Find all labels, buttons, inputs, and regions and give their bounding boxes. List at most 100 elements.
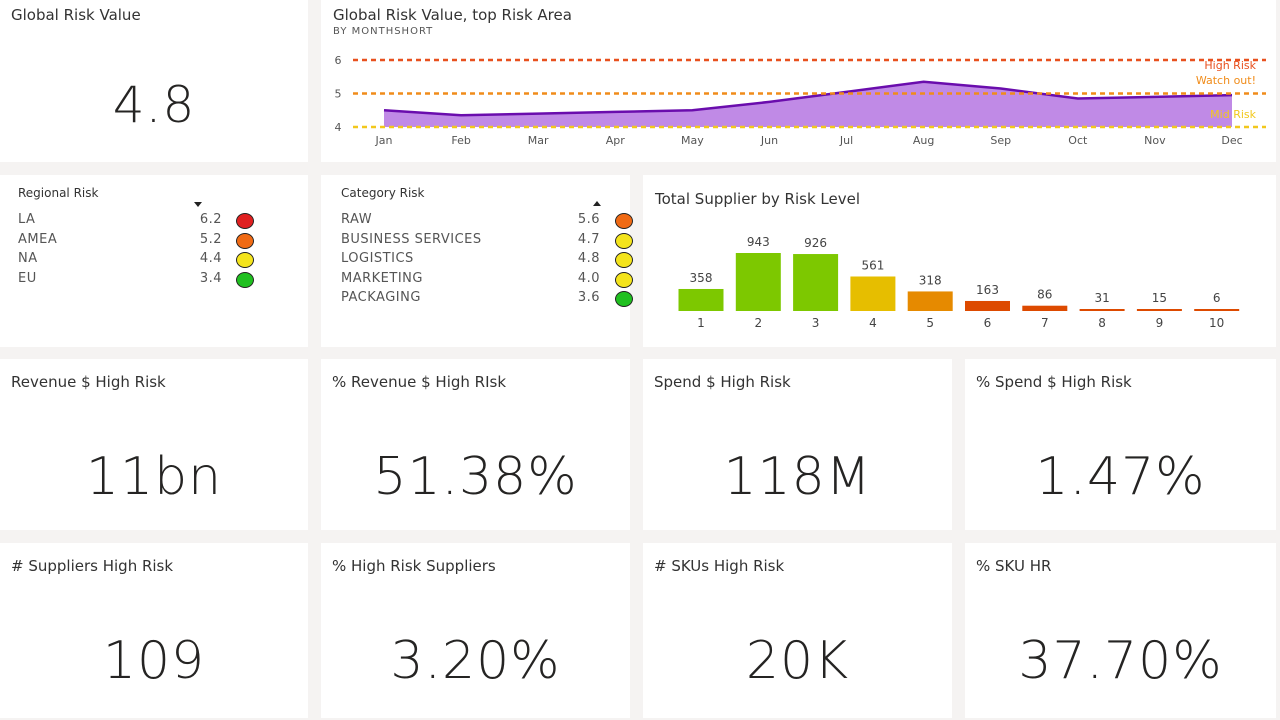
status-indicator-icon [615,213,633,229]
category-risk-title: Category Risk [341,186,425,200]
risk-trend-chart: 6 5 4 High Risk Watch out! Mid Risk Jan Feb Ma… [335,54,1266,147]
risk-row[interactable]: AMEA 5.2 [18,231,268,251]
bar[interactable] [735,253,781,311]
y-tick-label: 5 [335,88,342,101]
kpi-value: 118M [723,447,872,507]
reference-line-label: Watch out! [1196,74,1256,87]
x-tick-label: 3 [812,316,820,330]
regional-risk-list: LA 6.2 AMEA 5.2 NA 4.4 EU 3.4 [18,211,268,301]
x-tick-label: Jan [375,134,393,147]
bar[interactable] [1194,309,1240,311]
regional-risk-tile[interactable]: Regional Risk LA 6.2 AMEA 5.2 NA 4.4 EU 3.4 [0,175,308,347]
risk-row-value: 5.2 [199,231,222,247]
risk-row-label: EU [18,270,37,286]
kpi-title: # Suppliers High Risk [11,557,174,575]
bar[interactable] [793,254,839,311]
kpi-card[interactable]: % High Risk Suppliers 3.20% [321,543,630,718]
risk-row-value: 6.2 [199,212,222,227]
status-indicator-icon [615,232,633,249]
bar[interactable] [1136,309,1182,311]
kpi-value: 109 [102,631,206,691]
bar-data-label: 318 [919,273,942,287]
kpi-card[interactable]: % SKU HR 37.70% [965,543,1276,718]
risk-row-label: MARKETING [341,270,423,286]
x-tick-label: 9 [1156,316,1164,330]
x-tick-label: Nov [1144,134,1166,147]
risk-row[interactable]: MARKETING 4.0 [341,270,633,290]
x-tick-label: 7 [1041,316,1049,330]
risk-row[interactable]: LOGISTICS 4.8 [341,250,633,270]
kpi-title: # SKUs High Risk [654,557,785,575]
reference-line-label: High Risk [1204,59,1256,72]
status-indicator-icon [615,252,633,268]
kpi-card[interactable]: # Suppliers High Risk 109 [0,543,308,718]
risk-row[interactable]: EU 3.4 [18,270,268,290]
kpi-card[interactable]: % Spend $ High Risk 1.47% [965,359,1276,530]
bar[interactable] [907,291,953,311]
risk-row-value: 4.7 [577,231,600,247]
x-tick-label: Aug [913,134,934,147]
risk-row-label: NA [18,251,38,266]
risk-row[interactable]: BUSINESS SERVICES 4.7 [341,231,633,251]
risk-row[interactable]: LA 6.2 [18,211,268,231]
kpi-card[interactable]: Revenue $ High Risk 11bn [0,359,308,530]
risk-trend-chart-title: Global Risk Value, top Risk Area [333,6,572,24]
risk-trend-chart-tile[interactable]: Global Risk Value, top Risk Area BY MONT… [321,0,1276,162]
kpi-value: 51.38% [373,447,578,507]
x-tick-label: Jul [839,134,853,147]
risk-row-label: RAW [341,212,373,227]
bar-data-label: 6 [1213,291,1221,305]
bar-data-label: 31 [1094,291,1109,305]
risk-row-value: 4.0 [577,270,600,286]
risk-row-label: LA [18,212,36,227]
kpi-title: % High Risk Suppliers [332,557,496,575]
x-tick-label: Jun [760,134,778,147]
bar[interactable] [1079,309,1125,311]
bar[interactable] [1022,305,1068,311]
bar-data-label: 163 [976,283,999,297]
supplier-risk-bar-tile[interactable]: Total Supplier by Risk Level 358 1 943 2 926… [643,175,1276,347]
status-indicator-icon [615,271,633,288]
risk-row[interactable]: PACKAGING 3.6 [341,289,633,309]
x-tick-label: 2 [754,316,762,330]
x-tick-label: Feb [451,134,470,147]
global-risk-title: Global Risk Value [11,6,141,24]
bar[interactable] [965,300,1010,311]
x-tick-label: 5 [926,316,934,330]
regional-risk-title: Regional Risk [18,186,99,200]
sort-asc-icon[interactable] [593,201,601,206]
status-indicator-icon [236,213,254,229]
x-tick-label: Apr [606,134,626,147]
bar[interactable] [850,276,896,311]
risk-row-label: AMEA [18,231,58,247]
status-indicator-icon [236,252,254,268]
bar-data-label: 358 [690,271,713,285]
x-tick-label: 6 [984,316,992,330]
kpi-title: % SKU HR [976,557,1052,575]
bar-data-label: 86 [1037,288,1052,302]
category-risk-tile[interactable]: Category Risk RAW 5.6 BUSINESS SERVICES 4.7… [321,175,633,347]
supplier-risk-bar-title: Total Supplier by Risk Level [655,190,860,208]
y-tick-label: 4 [335,121,342,134]
bar-data-label: 943 [747,235,770,249]
x-tick-label: 8 [1098,316,1106,330]
kpi-card[interactable]: # SKUs High Risk 20K [643,543,952,718]
kpi-value: 20K [745,631,850,691]
risk-row-value: 3.6 [577,290,600,305]
kpi-card[interactable]: Spend $ High Risk 118M [643,359,952,530]
sort-desc-icon[interactable] [194,202,202,207]
global-risk-card[interactable]: Global Risk Value 4.8 [0,0,308,162]
risk-row-value: 3.4 [199,270,222,286]
risk-row-value: 5.6 [577,212,600,227]
kpi-title: % Spend $ High Risk [976,373,1132,391]
bar[interactable] [678,288,724,311]
kpi-value: 1.47% [1035,447,1206,507]
risk-row-label: BUSINESS SERVICES [341,231,482,247]
risk-row-value: 4.4 [199,251,222,266]
risk-row[interactable]: RAW 5.6 [341,211,633,231]
x-tick-label: 1 [697,316,705,330]
x-tick-label: 4 [869,316,877,330]
kpi-card[interactable]: % Revenue $ High RIsk 51.38% [321,359,630,530]
risk-row[interactable]: NA 4.4 [18,250,268,270]
status-indicator-icon [236,232,254,249]
